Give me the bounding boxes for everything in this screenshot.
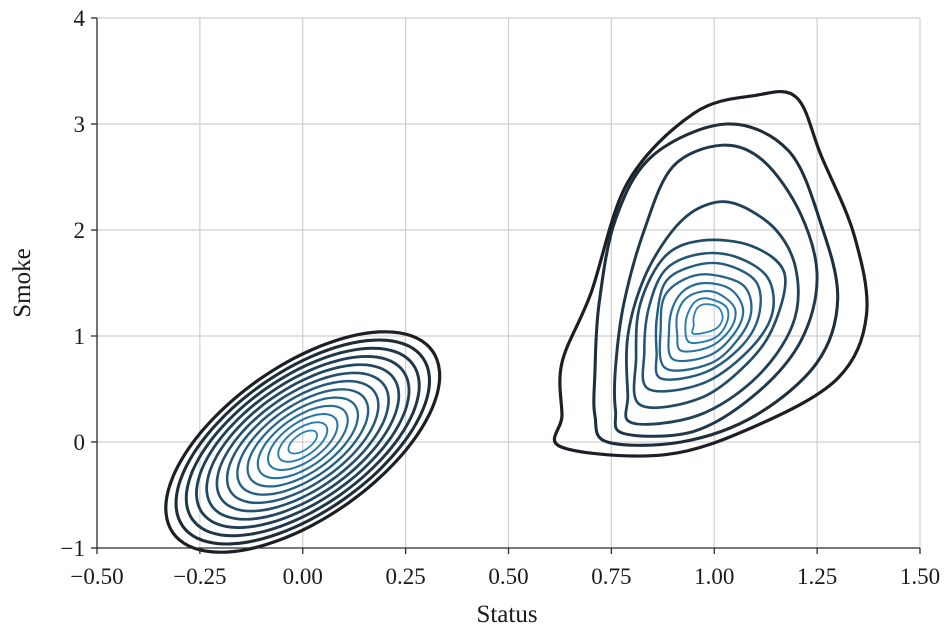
y-tick-label: 1 — [74, 324, 86, 349]
x-tick-label: 0.50 — [488, 564, 528, 589]
y-tick-label: 4 — [74, 6, 86, 31]
contour-line — [277, 421, 329, 463]
contour-line — [667, 281, 745, 363]
contour-line — [256, 404, 349, 480]
contour-line — [195, 355, 411, 529]
contour-line — [684, 297, 730, 345]
x-tick-label: 0.75 — [591, 564, 631, 589]
contour-line — [592, 122, 840, 447]
x-axis-title: Status — [476, 601, 537, 628]
x-tick-label: 1.00 — [694, 564, 734, 589]
contour-line — [205, 363, 401, 521]
x-tick-label: −0.25 — [173, 564, 226, 589]
contour-line — [658, 273, 753, 372]
contour-line — [164, 330, 442, 554]
contour-line — [184, 346, 421, 538]
contour-line — [215, 371, 390, 513]
contour-line — [552, 90, 869, 458]
x-tick-label: 0.00 — [283, 564, 323, 589]
contour-line — [236, 388, 370, 496]
x-tick-label: 1.50 — [900, 564, 940, 589]
y-tick-label: 2 — [74, 218, 86, 243]
density-contours — [164, 90, 869, 554]
contour-line — [624, 200, 800, 426]
contour-line — [287, 429, 318, 455]
contour-line — [691, 303, 724, 335]
contour-line — [641, 251, 775, 393]
contour-line — [632, 238, 787, 409]
contour-line — [675, 290, 737, 353]
contour-line — [267, 413, 339, 471]
y-tick-label: 0 — [74, 430, 86, 455]
contour-line — [174, 338, 432, 546]
x-tick-label: −0.50 — [70, 564, 123, 589]
axes — [91, 17, 921, 554]
contour-line — [225, 379, 380, 505]
x-tick-label: 0.25 — [386, 564, 426, 589]
x-tick-label: 1.25 — [797, 564, 837, 589]
y-tick-label: 3 — [74, 112, 86, 137]
contour-line — [246, 396, 360, 488]
contour-line — [654, 261, 762, 381]
y-axis-title: Smoke — [9, 248, 36, 317]
y-tick-label: −1 — [61, 536, 85, 561]
tick-labels: −0.50 −0.25 0.00 0.25 0.50 0.75 1.00 1.25 1.50 −1… — [61, 6, 941, 589]
contour-line — [612, 143, 819, 438]
